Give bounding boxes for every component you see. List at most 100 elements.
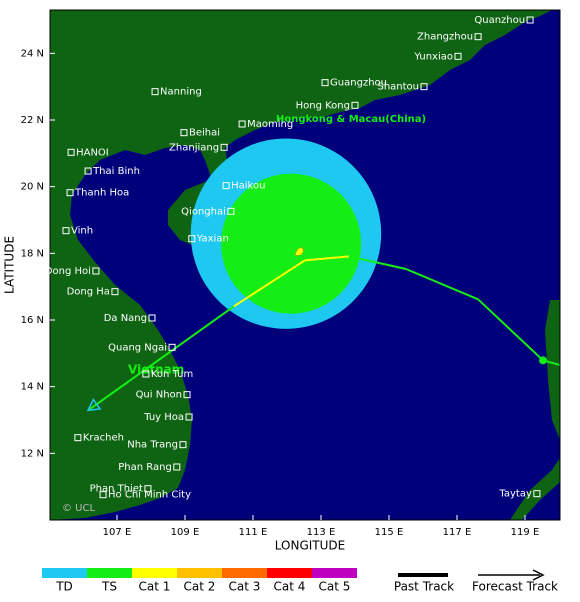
city-label: Shantou — [377, 82, 419, 93]
city-marker — [220, 143, 228, 151]
city-label: Maoming — [247, 119, 293, 130]
city-label: Guangzhou — [330, 78, 387, 89]
city-marker — [420, 83, 428, 91]
track-point — [539, 356, 547, 365]
legend-label: Cat 5 — [319, 580, 351, 594]
city-label: Nanning — [160, 87, 202, 98]
city-marker — [474, 33, 482, 41]
city-marker — [179, 441, 187, 449]
legend-swatch — [312, 568, 357, 578]
city-marker — [180, 129, 188, 137]
storm-symbol — [294, 247, 304, 256]
track-legend: Past Track Forecast Track — [394, 569, 558, 594]
palawan — [510, 458, 560, 520]
track-segment — [477, 298, 544, 362]
city-label: Taytay — [498, 489, 532, 500]
y-tick-label: 24 N — [21, 48, 44, 59]
city-label: Beihai — [189, 128, 220, 139]
city-marker — [92, 267, 100, 275]
legend-label: Forecast Track — [472, 580, 558, 594]
city-label: Kracheh — [83, 433, 124, 444]
x-tick-label: 109 E — [171, 527, 200, 538]
track-end-arrow — [86, 398, 102, 412]
city-label: Zhanjiang — [169, 142, 219, 153]
frame — [49, 9, 561, 521]
city-marker — [321, 79, 329, 87]
city-label: Tuy Hoa — [143, 412, 184, 423]
city-marker — [84, 167, 92, 175]
mainland — [50, 10, 552, 520]
city-marker — [533, 490, 541, 498]
city-marker — [183, 391, 191, 399]
track-segment — [348, 255, 407, 270]
legend-label: Cat 2 — [184, 580, 216, 594]
city-label: Hong Kong — [296, 100, 350, 111]
x-tick-label: 111 E — [239, 527, 268, 538]
city-marker — [74, 434, 82, 442]
city-label: Qui Nhon — [136, 390, 182, 401]
city-marker — [227, 207, 235, 215]
city-label: Dong Ha — [67, 287, 110, 298]
city-marker — [185, 413, 193, 421]
city-marker — [188, 235, 196, 243]
city-label: Yaxian — [196, 234, 229, 245]
y-tick-label: 14 N — [21, 382, 44, 393]
legend-label: TS — [101, 580, 117, 594]
city-label: Vinh — [71, 226, 93, 237]
legend-label: Cat 3 — [229, 580, 261, 594]
city-label: Haikou — [231, 181, 265, 192]
track-segment — [304, 255, 349, 262]
city-label: Qionghai — [181, 206, 226, 217]
city-marker — [148, 314, 156, 322]
data-layer — [86, 138, 560, 412]
x-tick-label: 115 E — [375, 527, 404, 538]
city-marker — [142, 370, 150, 378]
city-label: Yunxiao — [413, 51, 453, 62]
x-axis-title: LONGITUDE — [275, 539, 345, 553]
legend-swatch — [87, 568, 132, 578]
city-marker — [151, 88, 159, 96]
legend-swatch — [42, 568, 87, 578]
y-axis-title: LATITUDE — [3, 236, 17, 294]
city-label: HANOI — [76, 147, 109, 158]
legend-swatch — [132, 568, 177, 578]
legend-label: Past Track — [394, 580, 454, 594]
city-label: Da Nang — [104, 313, 147, 324]
legend-swatch — [222, 568, 267, 578]
y-tick-label: 12 N — [21, 448, 44, 459]
city-label: Quanzhou — [474, 15, 525, 26]
city-marker — [454, 52, 462, 60]
city-marker — [66, 189, 74, 197]
city-label: Phan Thiet — [90, 484, 143, 495]
city-marker — [144, 485, 152, 493]
city-marker — [111, 288, 119, 296]
city-label: Quang Ngai — [108, 342, 167, 353]
legend-swatch — [177, 568, 222, 578]
x-tick-label: 119 E — [511, 527, 540, 538]
forecast-arrow — [532, 569, 545, 581]
city-marker — [168, 343, 176, 351]
city-marker — [173, 463, 181, 471]
city-marker — [99, 491, 107, 499]
city-marker — [238, 120, 246, 128]
track-segment — [87, 305, 235, 412]
copyright: © UCL — [62, 503, 95, 514]
city-label: Thai Binh — [92, 166, 140, 177]
city-label: Ho Chi Minh City — [108, 490, 191, 501]
wind-radius — [221, 173, 362, 314]
x-tick-label: 107 E — [103, 527, 132, 538]
city-marker — [62, 227, 70, 235]
luzon — [545, 300, 560, 440]
y-tick-label: 18 N — [21, 248, 44, 259]
legend-label: Cat 1 — [139, 580, 171, 594]
city-label: Thanh Hoa — [74, 188, 129, 199]
x-tick-label: 113 E — [307, 527, 336, 538]
legend-swatch — [267, 568, 312, 578]
city-label: Phan Rang — [118, 462, 172, 473]
city-label: Dong Hoi — [45, 266, 91, 277]
track-segment — [233, 259, 306, 308]
city-label: Kon Tum — [151, 369, 193, 380]
city-marker — [67, 148, 75, 156]
city-marker — [222, 182, 230, 190]
